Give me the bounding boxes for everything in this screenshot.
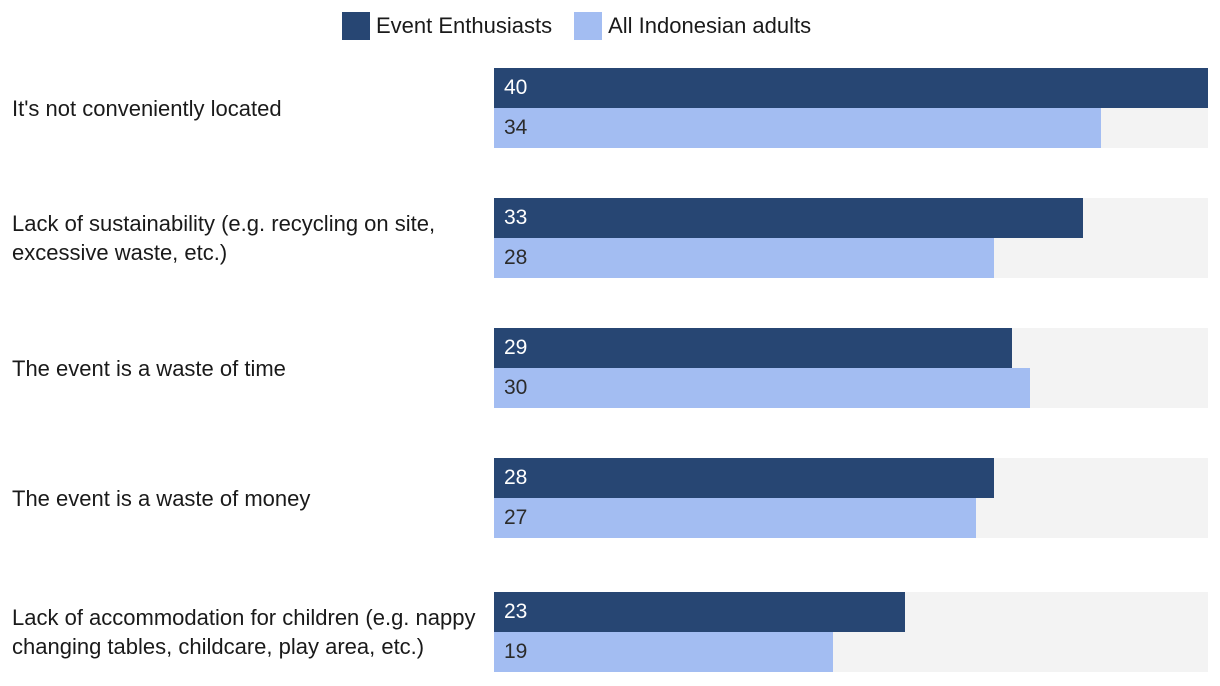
category-label: It's not conveniently located: [12, 95, 282, 121]
bar-event-enthusiasts: [494, 328, 1012, 368]
legend-label-event-enthusiasts: Event Enthusiasts: [376, 13, 553, 38]
bar-all-indonesian-adults: [494, 368, 1030, 408]
legend-swatch-event-enthusiasts: [342, 12, 370, 40]
bar-value-label: 29: [504, 336, 528, 359]
category-label: The event is a waste of money: [12, 485, 311, 511]
bar-value-label: 40: [504, 76, 528, 99]
bar-all-indonesian-adults: [494, 108, 1101, 148]
legend-item-event-enthusiasts: Event Enthusiasts: [342, 12, 552, 40]
bar-value-label: 34: [504, 116, 528, 139]
bar-event-enthusiasts: [494, 592, 905, 632]
bar-value-label: 19: [504, 640, 528, 663]
legend-swatch-all-indonesian-adults: [574, 12, 603, 40]
legend-item-all-indonesian-adults: All Indonesian adults: [574, 12, 811, 40]
bar-value-label: 33: [504, 206, 528, 229]
bar-all-indonesian-adults: [494, 238, 994, 278]
legend: Event Enthusiasts All Indonesian adults: [342, 12, 811, 40]
bar-value-label: 23: [504, 600, 528, 623]
category-label: The event is a waste of time: [12, 355, 286, 381]
bar-value-label: 28: [504, 466, 528, 489]
bar-event-enthusiasts: [494, 198, 1083, 238]
bar-event-enthusiasts: [494, 68, 1208, 108]
bar-value-label: 28: [504, 246, 528, 269]
category-label: Lack of sustainability (e.g. recycling o…: [12, 211, 436, 265]
bar-event-enthusiasts: [494, 458, 994, 498]
legend-label-all-indonesian-adults: All Indonesian adults: [608, 13, 812, 38]
category-label: Lack of accommodation for children (e.g.…: [12, 605, 476, 659]
bar-all-indonesian-adults: [494, 632, 833, 672]
bar-value-label: 30: [504, 376, 528, 399]
bar-value-label: 27: [504, 506, 528, 529]
bar-all-indonesian-adults: [494, 498, 976, 538]
